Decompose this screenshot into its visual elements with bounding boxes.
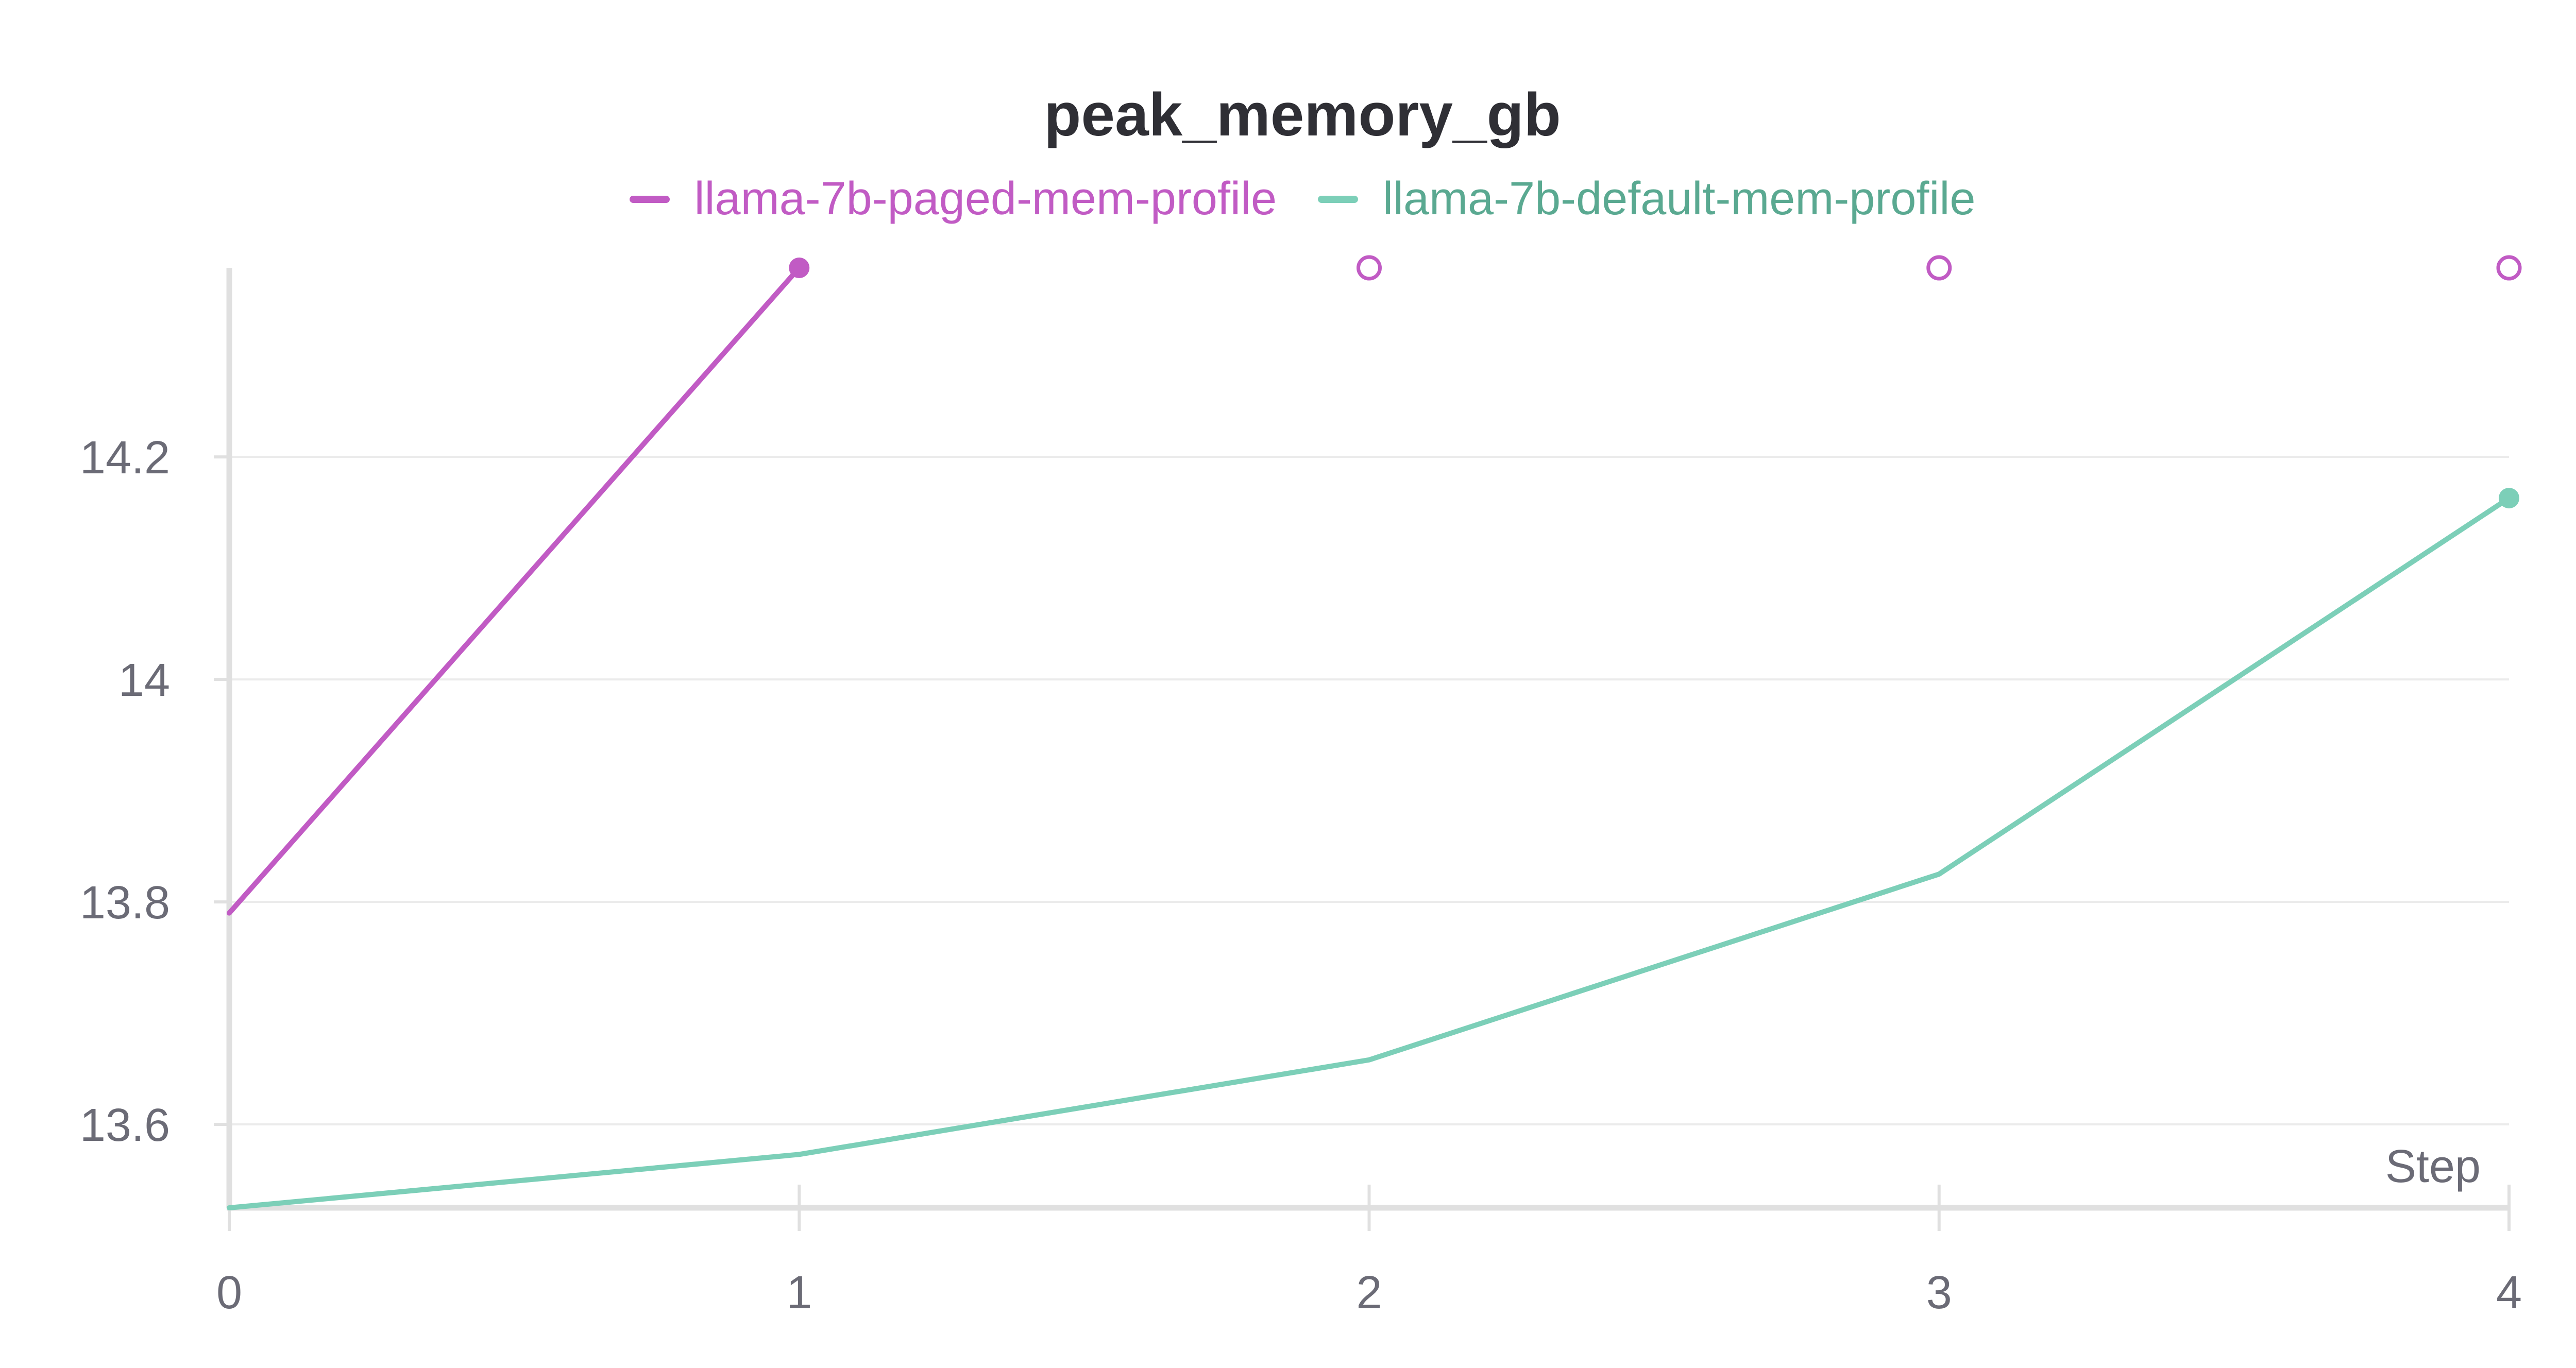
legend-label-default: llama-7b-default-mem-profile xyxy=(1383,173,1976,225)
y-tick-label-0: 13.6 xyxy=(80,1100,170,1151)
y-ticks: 13.6 13.8 14 14.2 xyxy=(80,432,229,1151)
chart-title: peak_memory_gb xyxy=(1044,81,1561,149)
legend: llama-7b-paged-mem-profile llama-7b-defa… xyxy=(0,173,2576,226)
series-0-clipped-marker-2[interactable] xyxy=(2496,255,2522,281)
series-line-1[interactable] xyxy=(227,495,2512,1210)
x-ticks: 0 1 2 3 4 xyxy=(216,1185,2522,1319)
y-tick-label-2: 14 xyxy=(118,655,170,706)
series-0-clipped-marker-1[interactable] xyxy=(1926,255,1952,281)
y-tick-label-1: 13.8 xyxy=(80,877,170,929)
x-tick-label-3: 3 xyxy=(1926,1267,1952,1319)
x-tick-label-0: 0 xyxy=(216,1267,242,1319)
x-tick-label-4: 4 xyxy=(2496,1267,2522,1319)
series-layer xyxy=(227,255,2522,1210)
series-line-0[interactable] xyxy=(227,265,802,916)
series-0-end-point[interactable] xyxy=(789,258,810,278)
legend-swatch-default xyxy=(1318,195,1359,203)
x-tick-label-1: 1 xyxy=(786,1267,812,1319)
grid-lines xyxy=(229,456,2509,1126)
x-axis-label: Step xyxy=(2385,1141,2481,1192)
x-tick-label-2: 2 xyxy=(1356,1267,1382,1319)
legend-swatch-paged xyxy=(629,195,670,203)
axes xyxy=(226,268,2509,1211)
legend-item-default[interactable]: llama-7b-default-mem-profile xyxy=(1318,173,1975,226)
y-tick-label-3: 14.2 xyxy=(80,432,170,484)
series-0-clipped-marker-0[interactable] xyxy=(1357,255,1382,281)
legend-label-paged: llama-7b-paged-mem-profile xyxy=(694,173,1277,225)
legend-item-paged[interactable]: llama-7b-paged-mem-profile xyxy=(629,173,1277,226)
series-1-end-point[interactable] xyxy=(2499,488,2519,509)
